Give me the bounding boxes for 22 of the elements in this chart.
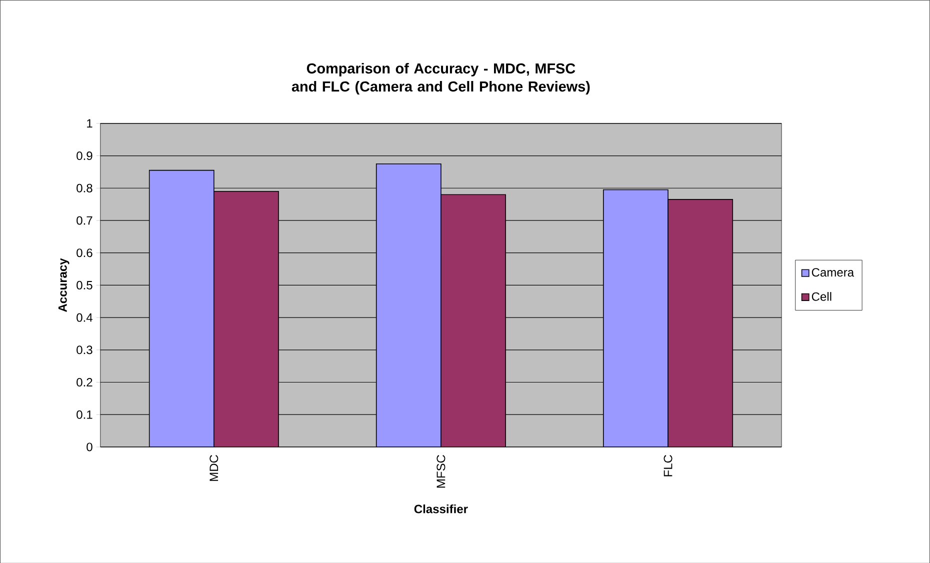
y-tick-label: 0.7: [76, 216, 92, 225]
y-tick-label: 0.4: [76, 313, 92, 322]
y-tick-label: 1: [87, 119, 92, 128]
y-tick-label: 0.5: [76, 280, 92, 290]
legend-label: Cell: [812, 292, 832, 301]
chart-title: Comparison of Accuracy - MDC, MFSC and FLC (Camera and Cell Phone Reviews): [292, 62, 590, 94]
y-tick-label: 0.6: [76, 248, 92, 257]
x-tick-label: FLC: [664, 454, 672, 476]
legend-label: Camera: [812, 268, 854, 276]
y-tick-label: 0.8: [76, 184, 92, 192]
y-tick-label: 0: [86, 442, 92, 452]
y-tick-label: 0.9: [76, 151, 92, 160]
y-tick-label: 0.3: [76, 345, 92, 354]
y-tick-label: 0.1: [76, 410, 92, 419]
bar: [668, 198, 734, 447]
x-tick-label: MFSC: [436, 454, 446, 488]
bar: [214, 190, 279, 447]
x-axis-title: Classifier: [414, 504, 468, 514]
y-tick-label: 0.2: [76, 378, 92, 386]
y-axis-title: Accuracy: [58, 258, 70, 312]
bar: [440, 194, 506, 447]
x-tick-label: MDC: [210, 454, 218, 481]
